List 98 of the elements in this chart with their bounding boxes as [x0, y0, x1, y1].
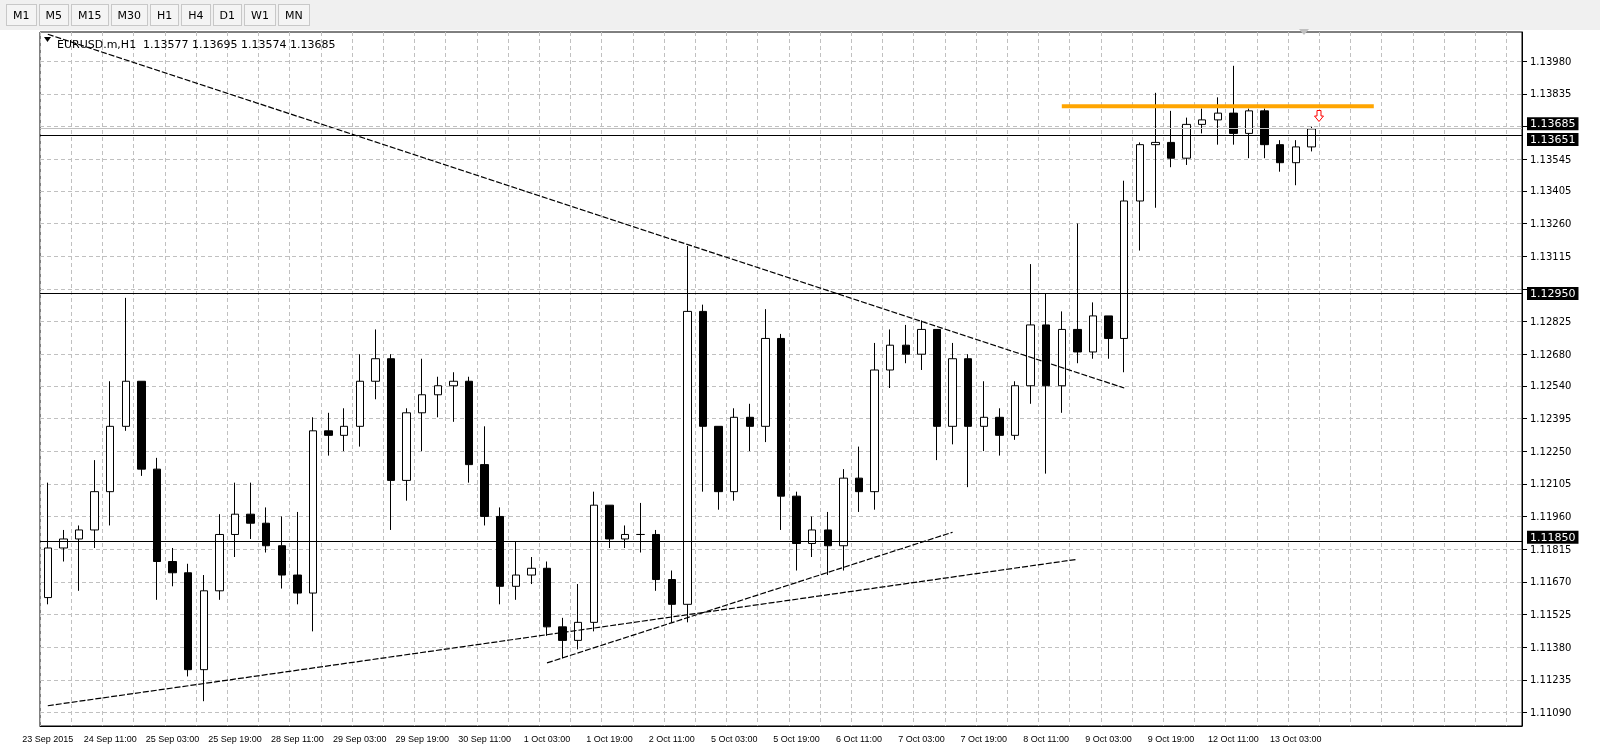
x-tick-label: 8 Oct 11:00: [1023, 733, 1070, 744]
y-tick-label: 1.11235: [1530, 674, 1572, 686]
candlestick: [1276, 139, 1284, 173]
candlestick: [449, 371, 458, 423]
y-tick-label: 1.12540: [1530, 380, 1572, 392]
candlestick: [746, 403, 754, 452]
candlestick: [200, 574, 208, 702]
candlestick: [1089, 301, 1097, 360]
candlestick: [964, 353, 972, 488]
candlestick: [558, 617, 567, 659]
timeframe-button: D1: [212, 4, 243, 26]
candlestick: [371, 328, 380, 400]
x-tick-label: 24 Sep 11:00: [83, 733, 137, 744]
ref-line-label: 1.11850: [1530, 530, 1576, 544]
candlestick: [980, 380, 988, 452]
y-tick-label: 1.13260: [1530, 218, 1572, 230]
ref-line-label: 1.12950: [1530, 286, 1576, 300]
candlestick: [434, 376, 442, 418]
candlestick: [886, 328, 894, 389]
y-tick-label: 1.13115: [1530, 250, 1572, 262]
x-tick-label: 6 Oct 11:00: [836, 733, 882, 744]
candlestick: [902, 324, 910, 364]
x-tick-label: 7 Oct 03:00: [898, 733, 945, 744]
x-tick-label: 9 Oct 19:00: [1147, 733, 1195, 744]
x-tick-label: 5 Oct 19:00: [773, 733, 820, 744]
candlestick: [870, 342, 879, 511]
ref-line-label: 1.13685: [1530, 117, 1576, 131]
x-tick-label: 29 Sep 03:00: [333, 733, 387, 744]
candlestick: [855, 446, 863, 513]
candlestick: [1136, 141, 1144, 252]
x-tick-label: 7 Oct 19:00: [960, 733, 1008, 744]
y-tick-label: 1.13545: [1530, 153, 1572, 165]
y-tick-label: 1.13405: [1530, 185, 1572, 197]
y-tick-label: 1.13980: [1530, 55, 1572, 67]
y-tick-label: 1.11380: [1530, 641, 1572, 653]
candlestick: [356, 353, 364, 448]
candlestick: [948, 342, 957, 445]
timeframe-button: W1: [244, 4, 276, 26]
candlestick: [122, 297, 130, 432]
timeframe-button: H1: [150, 4, 180, 26]
candlestick: [917, 319, 926, 371]
timeframe-button: M5: [38, 4, 69, 26]
timeframe-button: MN: [277, 4, 310, 26]
candlestick: [324, 412, 333, 457]
timeframe-button: H4: [181, 4, 211, 26]
x-tick-label: 28 Sep 11:00: [270, 733, 324, 744]
candlestick: [168, 547, 177, 587]
x-tick-label: 9 Oct 03:00: [1085, 733, 1132, 744]
candlestick: [137, 380, 146, 477]
candlestick: [699, 304, 707, 493]
x-tick-label: 5 Oct 03:00: [710, 733, 758, 744]
candlestick: [418, 358, 426, 452]
x-tick-label: 25 Sep 19:00: [208, 733, 262, 744]
x-tick-label: 2 Oct 11:00: [648, 733, 695, 744]
candlestick: [340, 407, 348, 452]
candlestick: [184, 563, 192, 677]
y-tick-label: 1.11815: [1530, 543, 1572, 555]
timeframe-button: M15: [71, 4, 109, 26]
candlestick: [995, 407, 1004, 457]
candlestick: [761, 308, 770, 443]
x-tick-label: 13 Oct 03:00: [1270, 733, 1322, 744]
y-tick-label: 1.12680: [1530, 348, 1572, 360]
x-tick-label: 1 Oct 19:00: [586, 733, 633, 744]
candlestick: [527, 556, 536, 585]
candlestick: [402, 407, 411, 502]
candlestick: [730, 407, 738, 502]
candlestick: [1104, 315, 1113, 360]
y-tick-label: 1.13835: [1530, 88, 1572, 100]
y-tick-label: 1.12395: [1530, 412, 1572, 424]
ref-line-label: 1.13651: [1530, 132, 1576, 146]
x-tick-label: 12 Oct 11:00: [1207, 733, 1259, 744]
y-tick-label: 1.11090: [1530, 706, 1572, 718]
y-tick-label: 1.12825: [1530, 316, 1572, 328]
timeframe-button: M30: [110, 4, 148, 26]
candlestick: [668, 570, 676, 623]
candlestick: [714, 425, 723, 511]
timeframe-button: M1: [6, 4, 37, 26]
x-tick-label: 30 Sep 11:00: [458, 733, 512, 744]
x-tick-label: 29 Sep 19:00: [395, 733, 449, 744]
candlestick: [1198, 108, 1206, 134]
candlestick: [543, 561, 551, 637]
candlestick: [1011, 380, 1019, 441]
y-tick-label: 1.11525: [1530, 608, 1572, 620]
candlestick: [480, 425, 489, 526]
x-tick-label: 1 Oct 03:00: [523, 733, 571, 744]
y-tick-label: 1.11670: [1530, 576, 1572, 588]
y-tick-label: 1.12105: [1530, 478, 1572, 490]
y-tick-label: 1.12250: [1530, 445, 1572, 457]
candlestick: [465, 376, 473, 484]
candlestick: [1292, 139, 1300, 186]
candlestick: [387, 353, 395, 531]
candlestick: [106, 380, 114, 526]
x-tick-label: 23 Sep 2015: [22, 733, 74, 744]
candlestick: [777, 333, 785, 531]
x-tick-label: 25 Sep 03:00: [145, 733, 200, 744]
candlestick: [246, 482, 255, 540]
y-tick-label: 1.11960: [1530, 510, 1572, 522]
candlestick: [574, 583, 582, 650]
